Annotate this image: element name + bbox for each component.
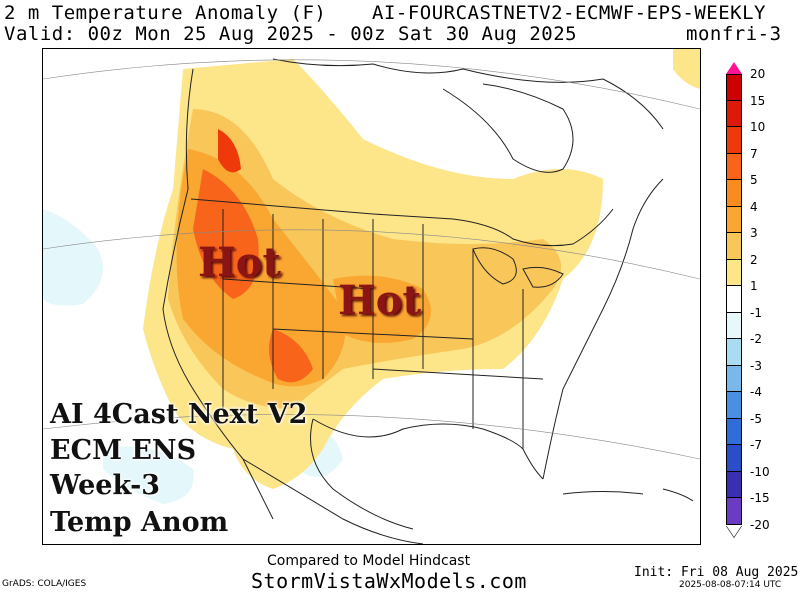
colorbar-bottom-arrow	[726, 524, 742, 537]
gulf-coastline	[312, 418, 544, 480]
colorbar-swatch	[726, 233, 742, 260]
colorbar-label: 10	[750, 120, 766, 134]
colorbar-swatch	[726, 153, 742, 180]
east-coastline	[542, 178, 664, 480]
warm-anomaly-plains-core	[333, 275, 431, 343]
colorbar-label: -1	[750, 305, 762, 320]
annotation-line-2: ECM ENS	[50, 435, 197, 466]
colorbar-label: 1	[750, 279, 758, 293]
colorbar-label: -15	[750, 491, 770, 505]
warm-anomaly-northeast	[673, 49, 700, 89]
colorbar-swatch	[726, 74, 742, 101]
site-link[interactable]: StormVistaWxModels.com	[251, 569, 527, 593]
init-time: Init: Fri 08 Aug 2025	[634, 565, 799, 580]
colorbar-label: -10	[750, 464, 770, 479]
canada-us-border	[190, 198, 614, 247]
colorbar-label: 7	[750, 146, 758, 161]
hot-spot-oregon	[218, 129, 241, 173]
annotation-line-1: AI 4Cast Next V2	[50, 399, 308, 430]
cool-anomaly-pacific	[43, 209, 103, 306]
colorbar-label: 3	[750, 226, 758, 240]
colorbar-label: 15	[750, 93, 766, 108]
render-timestamp: 2025-08-08-07:14 UTC	[679, 580, 782, 590]
annotation-line-4: Temp Anom	[50, 507, 229, 538]
map-title: 2 m Temperature Anomaly (F)	[4, 2, 327, 24]
colorbar-top-arrow	[726, 62, 742, 74]
colorbar-swatch	[726, 471, 742, 498]
colorbar-swatch	[726, 418, 742, 445]
colorbar-label: -5	[750, 411, 762, 426]
colorbar-swatch	[726, 312, 742, 339]
annotation-line-3: Week-3	[50, 470, 161, 501]
model-name: AI-FOURCASTNETV2-ECMWF-EPS-WEEKLY	[372, 2, 766, 24]
state-lines	[222, 209, 544, 449]
colorbar-swatch	[726, 206, 742, 233]
colorbar-label: 4	[750, 199, 758, 214]
cool-anomaly-baja	[103, 446, 194, 504]
colorbar-label: -2	[750, 332, 762, 346]
colorbar-swatch	[726, 127, 742, 154]
hudson-bay	[442, 83, 574, 173]
colorbar-swatch	[726, 365, 742, 392]
grads-credit: GrADS: COLA/IGES	[2, 579, 87, 589]
colorbar-label: 5	[750, 173, 758, 187]
colorbar-label: -4	[750, 385, 762, 399]
hot-spot-northwest	[193, 169, 259, 299]
colorbar-swatch	[726, 445, 742, 472]
valid-time: Valid: 00z Mon 25 Aug 2025 - 00z Sat 30 …	[4, 23, 578, 45]
colorbar-swatch	[726, 259, 742, 286]
colorbar-swatch	[726, 180, 742, 207]
period-label: monfri-3	[686, 23, 782, 45]
compared-note: Compared to Model Hindcast	[267, 553, 471, 569]
colorbar-swatch	[726, 286, 742, 313]
anomaly-map: Hot Hot AI 4Cast Next V2 ECM ENS Week-3 …	[42, 48, 701, 545]
mexico-outline	[242, 418, 424, 544]
hot-label-west: Hot	[198, 239, 281, 286]
colorbar-label: 2	[750, 252, 758, 267]
colorbar-label: -7	[750, 438, 762, 452]
colorbar-label: -20	[750, 517, 770, 532]
canada-arctic	[272, 58, 664, 130]
colorbar-label: 20	[750, 67, 766, 81]
colorbar-swatch	[726, 392, 742, 419]
colorbar-swatch	[726, 100, 742, 127]
caribbean-islands	[562, 488, 694, 502]
hot-spot-southwest	[269, 329, 313, 383]
map-canvas	[43, 49, 700, 544]
colorbar-swatch	[726, 498, 742, 525]
color-scale	[726, 62, 742, 537]
colorbar-swatch	[726, 339, 742, 366]
colorbar-label: -3	[750, 358, 762, 373]
great-lakes	[472, 247, 564, 288]
hot-label-central: Hot	[338, 277, 421, 324]
